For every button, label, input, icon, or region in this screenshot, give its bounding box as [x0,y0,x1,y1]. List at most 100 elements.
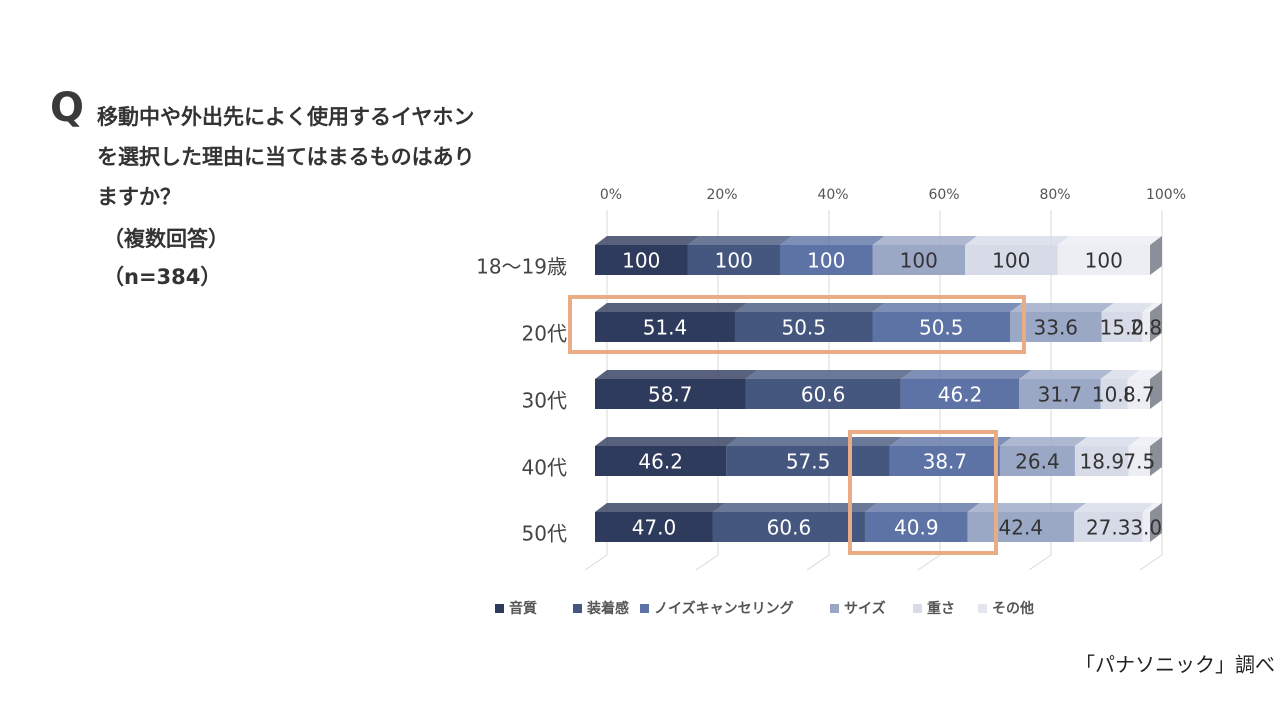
bar-top [965,236,1070,245]
bar [780,245,873,275]
bar-top [734,303,885,312]
bar [999,446,1075,476]
title-line: を選択した理由に当てはまるものはあり [97,145,475,169]
bar [872,312,1011,342]
x-tick-label: 40% [817,187,848,203]
x-tick-label: 20% [706,187,737,203]
bar [967,512,1074,542]
data-label: 8.7 [1123,383,1155,407]
data-label: 60.6 [801,383,846,407]
bar-top [967,503,1086,512]
legend-label: 重さ [927,600,955,617]
bar-top [595,437,739,446]
data-label: 46.2 [638,450,683,474]
y-tick-label: 40代 [522,456,567,480]
bar-top [780,236,885,245]
bar-top [1101,303,1155,312]
bar [734,312,873,342]
bar-top [1019,370,1113,379]
bar [1074,446,1129,476]
bar-top [745,370,913,379]
highlight-box [848,430,998,555]
bar-top [1074,437,1141,446]
bar-top [900,370,1032,379]
bar-top [687,236,792,245]
data-label: 58.7 [648,383,693,407]
bar-top [872,303,1023,312]
bar-top [712,503,877,512]
data-label: 2.8 [1130,316,1162,340]
legend-label: その他 [992,600,1034,617]
title-line: （n=384） [103,265,221,289]
bar [1142,312,1150,342]
bar [872,245,965,275]
bar [1073,512,1143,542]
x-tick-label: 100% [1146,187,1186,203]
data-label: 100 [715,249,753,273]
bar [965,245,1058,275]
x-tick-label: 0% [600,187,622,203]
legend-swatch [978,604,987,613]
data-label: 100 [807,249,845,273]
source: 「パナソニック」調べ [1075,653,1275,677]
bar-top [595,503,725,512]
title-line: （複数回答） [103,227,229,251]
data-label: 100 [992,249,1030,273]
legend-label: サイズ [844,600,886,617]
y-tick-label: 18～19歳 [476,255,567,279]
bar-top [1057,236,1162,245]
highlight-box [568,295,1026,354]
title-line: ますか？ [97,185,181,209]
bar [687,245,780,275]
bar-side [1150,370,1162,409]
bars: 18～19歳 100 100 100 100 100 100 20代 51.4 50.5 50.5 3… [476,236,1162,546]
data-label: 15.0 [1100,316,1145,340]
legend: 音質 装着感 ノイズキャンセリング サイズ 重さ その他 [495,600,1034,617]
bar-top [1010,303,1114,312]
x-tick-label: 60% [928,187,959,203]
bar [595,245,688,275]
data-label: 42.4 [999,516,1044,540]
legend-label: 音質 [509,600,537,617]
data-label: 47.0 [632,516,677,540]
data-label: 46.2 [938,383,983,407]
legend-swatch [830,604,839,613]
bar [595,512,713,542]
data-label: 18.9 [1080,450,1125,474]
y-tick-label: 50代 [522,522,567,546]
legend-label: ノイズキャンセリング [654,600,794,617]
bar [1128,446,1150,476]
bar-top [889,437,1012,446]
bar [1057,245,1150,275]
data-label: 31.7 [1038,383,1083,407]
bar-top [1127,370,1162,379]
legend-swatch [640,604,649,613]
bar-top [1073,503,1155,512]
data-label: 50.5 [919,316,964,340]
bar [1101,312,1143,342]
bar-top [595,370,758,379]
y-tick-label: 30代 [522,389,567,413]
bar [889,446,1000,476]
bar [1100,379,1128,409]
bar-top [1128,437,1162,446]
y-tick-label: 20代 [522,322,567,346]
data-label: 33.6 [1034,316,1079,340]
bar-top [595,236,700,245]
bar-side [1150,236,1162,275]
data-label: 40.9 [894,516,939,540]
bar [900,379,1020,409]
bar-side [1150,503,1162,542]
data-label: 51.4 [643,316,688,340]
data-label: 50.5 [781,316,826,340]
q-mark: Q [50,85,84,131]
data-label: 57.5 [786,450,831,474]
bar-top [1142,503,1162,512]
bar [864,512,968,542]
bar-top [595,303,747,312]
legend-swatch [573,604,582,613]
data-label: 100 [622,249,660,273]
bar [745,379,901,409]
